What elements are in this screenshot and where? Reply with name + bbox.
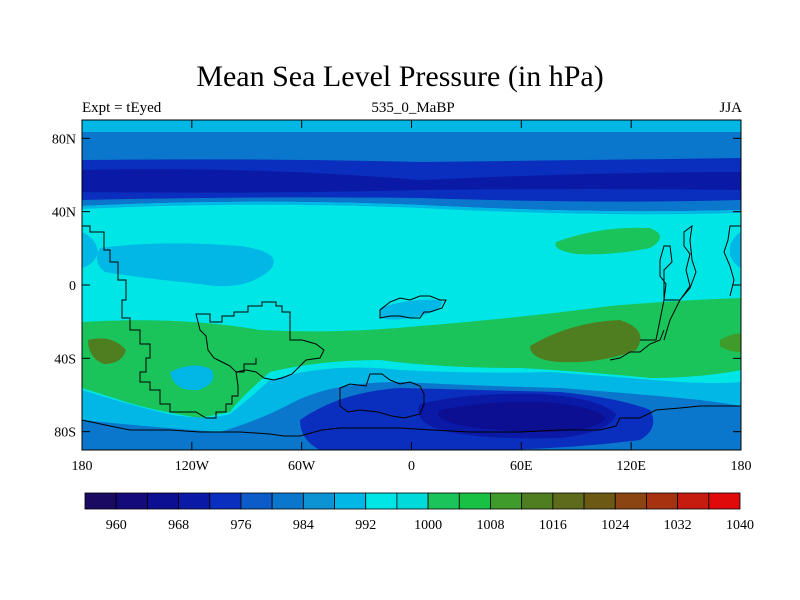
coast-antarctic (81, 405, 741, 437)
colorbar-swatch (708, 492, 741, 510)
colorbar-swatch (614, 492, 647, 510)
coast-south-america (195, 301, 325, 381)
colorbar-swatch (334, 492, 367, 510)
colorbar-label: 976 (230, 518, 251, 533)
colorbar-swatch (84, 492, 117, 510)
colorbar-swatch (677, 492, 710, 510)
x-tick-label: 0 (408, 459, 415, 474)
season-label: JJA (719, 100, 742, 116)
low-west-edge (82, 232, 98, 268)
colorbar-label: 1016 (539, 518, 567, 533)
x-tick-label: 60W (288, 459, 316, 474)
x-tick-label: 120E (616, 459, 646, 474)
coast-americas (82, 225, 257, 419)
band-south-964 (437, 401, 606, 432)
coast-australia (609, 329, 665, 361)
colorbar-swatch (178, 492, 211, 510)
colorbar-swatch (396, 492, 429, 510)
x-tick-label: 180 (72, 459, 93, 474)
colorbar-swatch (365, 492, 398, 510)
colorbar-swatch (458, 492, 491, 510)
x-tick-label: 120W (175, 459, 210, 474)
y-tick-label: 0 (69, 279, 76, 294)
experiment-label: Expt = tEyed (82, 100, 162, 116)
x-tick-label: 180 (731, 459, 752, 474)
period-label: 535_0_MaBP (371, 100, 455, 116)
colorbar-swatch (521, 492, 554, 510)
colorbar-label: 968 (168, 518, 189, 533)
colorbar-label: 960 (106, 518, 127, 533)
pressure-field (82, 120, 741, 450)
colorbar-label: 1032 (664, 518, 692, 533)
y-tick-label: 80S (54, 426, 76, 441)
high-south-atlantic-core (530, 320, 641, 363)
colorbar-swatch (146, 492, 179, 510)
high-north-asia (555, 227, 660, 255)
coast-africa (339, 373, 425, 419)
colorbar-swatch (490, 492, 523, 510)
coast-east-edge (723, 225, 741, 297)
y-tick-label: 40S (54, 352, 76, 367)
colorbar-label: 1008 (476, 518, 504, 533)
x-tick-label: 60E (510, 459, 533, 474)
low-east-edge (729, 232, 741, 268)
coast-asia-east (640, 224, 697, 341)
colorbar-swatch (209, 492, 242, 510)
colorbar-label: 1040 (726, 518, 754, 533)
colorbar-swatch (302, 492, 335, 510)
colorbar-swatch (646, 492, 679, 510)
band-north-968 (82, 169, 741, 193)
low-tropic-pacific (96, 243, 274, 287)
y-axis: 80N 40N 0 40S 80S (52, 132, 741, 441)
band-north-988 (82, 201, 741, 215)
colorbar-label: 1024 (601, 518, 629, 533)
colorbar-swatch (115, 492, 148, 510)
colorbar-label: 984 (293, 518, 314, 533)
colorbar-swatch (583, 492, 616, 510)
colorbar-swatch (552, 492, 585, 510)
high-south-pacific-core (88, 338, 126, 364)
x-axis: 180 120W 60W 0 60E 120E 180 (72, 120, 752, 474)
low-south-pacific (170, 365, 214, 391)
colorbar-label: 1000 (414, 518, 442, 533)
colorbar-swatch (240, 492, 273, 510)
high-small-spot (216, 406, 222, 412)
colorbar-swatch (427, 492, 460, 510)
coast-central-island (379, 295, 447, 319)
coastlines (81, 224, 741, 437)
y-tick-label: 80N (52, 132, 76, 147)
high-south-east-core (720, 333, 741, 352)
colorbar-swatch (271, 492, 304, 510)
chart-title: Mean Sea Level Pressure (in hPa) (196, 60, 604, 93)
colorbar-label: 992 (355, 518, 376, 533)
colorbar: 960 968 976 984 992 1000 1008 1016 1024 1032 1040 (84, 492, 754, 533)
low-tropic-atlantic (380, 299, 442, 320)
y-tick-label: 40N (52, 206, 76, 221)
